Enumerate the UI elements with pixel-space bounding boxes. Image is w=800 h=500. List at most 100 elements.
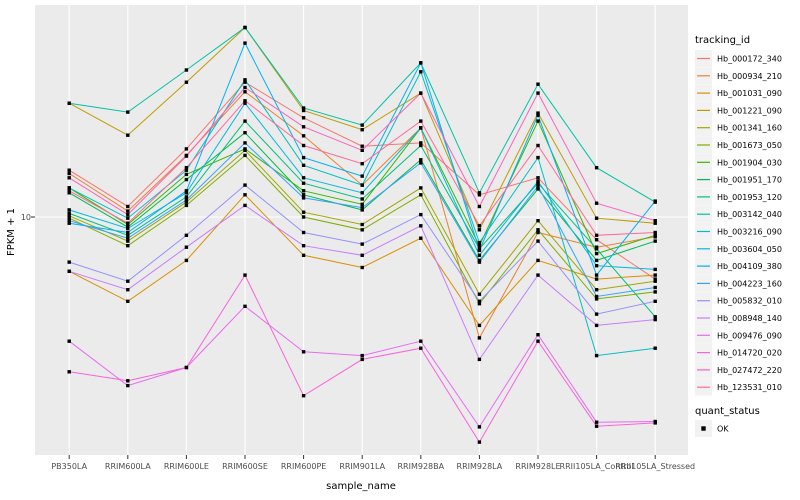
x-tick-label: RRII105LA_Stressed — [615, 462, 695, 471]
data-point — [243, 99, 247, 103]
data-point — [536, 184, 540, 188]
legend-label-Hb_001953_120: Hb_001953_120 — [717, 193, 782, 202]
data-point — [243, 119, 247, 123]
data-point — [653, 233, 657, 237]
data-point — [184, 147, 189, 151]
data-point — [594, 166, 599, 170]
legend-label-Hb_001951_170: Hb_001951_170 — [717, 176, 782, 185]
data-point — [184, 80, 189, 84]
data-point — [67, 214, 71, 218]
data-point — [653, 285, 657, 290]
data-point — [594, 312, 599, 316]
data-point — [301, 230, 306, 235]
data-point — [360, 208, 364, 212]
legend-label-Hb_000172_340: Hb_000172_340 — [717, 55, 782, 64]
data-point — [360, 205, 364, 210]
data-point — [67, 189, 71, 193]
data-point — [653, 273, 657, 277]
data-point — [301, 116, 306, 120]
data-point — [301, 125, 306, 129]
x-tick-label: RRIM600PE — [281, 462, 327, 471]
data-point — [301, 134, 306, 138]
legend-label-Hb_003142_040: Hb_003142_040 — [717, 210, 782, 219]
data-point — [184, 195, 189, 199]
data-point — [67, 186, 71, 190]
data-point — [301, 253, 306, 257]
data-point — [653, 290, 657, 294]
data-point — [126, 226, 130, 231]
legend-key-square-point — [701, 426, 706, 431]
data-point — [243, 41, 247, 45]
x-tick-label: RRIM928BA — [397, 462, 444, 471]
legend-label-Hb_014720_020: Hb_014720_020 — [717, 349, 782, 358]
data-point — [126, 209, 130, 213]
legend-title-quant-status: quant_status — [695, 406, 760, 417]
data-point — [594, 420, 599, 424]
data-point — [360, 357, 364, 362]
data-point — [184, 233, 189, 237]
data-point — [184, 198, 189, 202]
data-point — [184, 189, 189, 193]
data-point — [536, 82, 540, 86]
data-point — [126, 204, 130, 209]
data-point — [67, 216, 71, 220]
data-point — [536, 219, 540, 223]
data-point — [243, 131, 247, 135]
data-point — [67, 168, 71, 172]
data-point — [360, 183, 364, 187]
data-point — [243, 85, 247, 90]
data-point — [184, 154, 189, 158]
data-point — [536, 333, 540, 337]
legend-label-Hb_004109_380: Hb_004109_380 — [717, 262, 782, 271]
data-point — [419, 158, 423, 162]
data-point — [360, 123, 364, 127]
data-point — [126, 233, 130, 237]
data-point — [594, 273, 599, 277]
data-point — [243, 78, 247, 82]
data-point — [653, 299, 657, 303]
legend-label-Hb_009476_090: Hb_009476_090 — [717, 331, 782, 340]
data-point — [301, 181, 306, 185]
data-point — [67, 208, 71, 212]
data-point — [243, 147, 247, 151]
data-point — [477, 253, 482, 257]
data-point — [594, 264, 599, 268]
data-point — [477, 204, 482, 209]
data-point — [536, 228, 540, 232]
data-point — [126, 379, 130, 383]
data-point — [126, 216, 130, 220]
data-point — [477, 323, 482, 328]
data-point — [243, 193, 247, 197]
data-point — [477, 191, 482, 195]
data-point — [67, 339, 71, 343]
data-point — [243, 90, 247, 94]
data-point — [536, 273, 540, 277]
data-point — [477, 425, 482, 429]
legend-label-Hb_000934_210: Hb_000934_210 — [717, 72, 782, 81]
data-point — [594, 353, 599, 358]
data-point — [360, 242, 364, 246]
data-point — [67, 191, 71, 195]
data-point — [594, 297, 599, 301]
data-point — [419, 119, 423, 123]
data-point — [126, 244, 130, 248]
data-point — [536, 111, 540, 115]
data-point — [184, 191, 189, 195]
legend-label-quant-OK: OK — [717, 425, 729, 434]
data-point — [419, 161, 423, 165]
data-point — [243, 80, 247, 84]
data-point — [477, 244, 482, 248]
data-point — [243, 304, 247, 308]
x-tick-label: RRIM901LA — [339, 462, 385, 471]
data-point — [419, 186, 423, 190]
data-point — [536, 119, 540, 123]
legend-layer: Hb_000172_340 Hb_000934_210 Hb_001031_090 H… — [695, 50, 782, 437]
data-point — [594, 201, 599, 205]
data-point — [536, 176, 540, 180]
data-point — [184, 258, 189, 263]
data-point — [419, 70, 423, 74]
data-point — [184, 177, 189, 182]
data-point — [419, 346, 423, 350]
data-point — [301, 163, 306, 167]
data-point — [184, 365, 189, 370]
